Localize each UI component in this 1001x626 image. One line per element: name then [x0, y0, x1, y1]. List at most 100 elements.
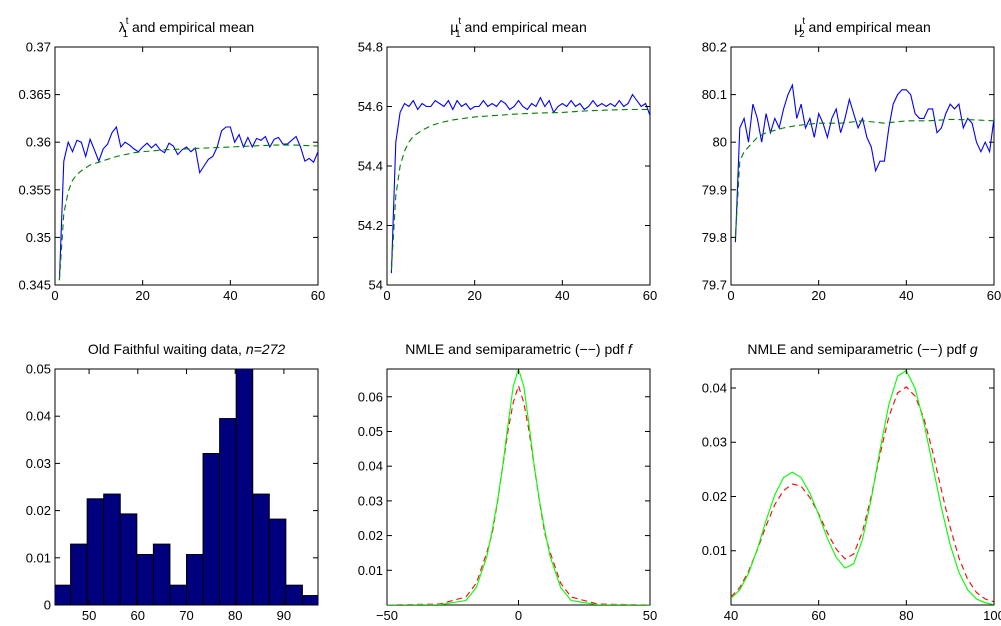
- x-tick-label: 0: [51, 288, 58, 303]
- y-tick-label: 0.355: [18, 182, 51, 197]
- y-tick-label: 0.04: [358, 459, 383, 474]
- histogram-bar: [152, 543, 171, 605]
- y-tick-label: 0.36: [26, 135, 51, 150]
- x-tick-label: −50: [376, 608, 398, 623]
- plot-area: [731, 369, 994, 605]
- x-tick-label: 0: [727, 288, 734, 303]
- axes-box: [730, 46, 995, 286]
- histogram-bar: [119, 513, 138, 605]
- chart-title: μt 2 and empirical mean: [794, 16, 930, 40]
- histogram-bar: [301, 595, 318, 605]
- histogram-bar: [219, 418, 237, 605]
- histogram-bar: [55, 584, 72, 605]
- y-tick-label: 0.345: [18, 278, 51, 293]
- x-tick-label: 60: [311, 288, 325, 303]
- y-tick-label: 0.04: [26, 409, 51, 424]
- y-tick-label: 0.06: [358, 389, 383, 404]
- chart-panel-1: 0 20 40 60 0.345 0.35 0.355 0.36 0.365 0.37 λt 1 an…: [18, 16, 325, 303]
- y-tick-label: 79.7: [702, 278, 727, 293]
- x-tick-label: 70: [179, 608, 193, 623]
- y-tick-label: 0.03: [702, 435, 727, 450]
- chart-title: NMLE and semiparametric (−−) pdf g: [747, 341, 978, 357]
- histogram-bar: [202, 452, 221, 605]
- histogram-bar: [70, 543, 88, 605]
- axes-box: [54, 46, 319, 286]
- histogram-bar: [235, 369, 254, 605]
- y-tick-label: 0.365: [18, 87, 51, 102]
- y-tick-label: 80: [713, 135, 727, 150]
- chart-title: μt 1 and empirical mean: [450, 16, 586, 40]
- y-tick-label: 54.6: [358, 99, 383, 114]
- chart-panel-6: 40 60 80 100 0.01 0.02 0.03 0.04 NMLE and semipa…: [702, 341, 1001, 623]
- plot-area: [58, 125, 318, 281]
- x-tick-label: 20: [467, 288, 481, 303]
- chart-panel-3: 0 20 40 60 79.7 79.8 79.9 80 80.1 80.2 μt 2 and emp…: [702, 16, 1001, 303]
- x-tick-label: 0: [515, 608, 522, 623]
- y-tick-label: 0.35: [26, 230, 51, 245]
- histogram-bar: [103, 493, 121, 605]
- y-tick-label: 79.9: [702, 182, 727, 197]
- chart-panel-5: −50 0 50 0.01 0.02 0.03 0.04 0.05 0.06 NMLE and s…: [358, 341, 658, 623]
- histogram-bar: [252, 493, 270, 605]
- x-tick-label: 40: [555, 288, 569, 303]
- y-tick-label: 80.2: [702, 40, 727, 55]
- series-line-1: [734, 83, 994, 243]
- axes-box: [386, 46, 651, 286]
- series-line-1: [390, 93, 650, 274]
- x-tick-label: 80: [899, 608, 913, 623]
- histogram-bar: [136, 553, 154, 605]
- series-line-2: [734, 118, 994, 238]
- axes-box: [386, 368, 651, 606]
- x-tick-label: 20: [135, 288, 149, 303]
- chart-title: NMLE and semiparametric (−−) pdf f: [405, 341, 634, 357]
- series-line-2: [58, 144, 318, 281]
- x-tick-label: 60: [643, 288, 657, 303]
- y-tick-label: 0.01: [26, 550, 51, 565]
- y-tick-label: 0.04: [702, 380, 727, 395]
- chart-title: λt 1 and empirical mean: [119, 16, 254, 40]
- series-line-2: [390, 108, 650, 271]
- y-tick-label: 0.05: [358, 424, 383, 439]
- histogram-bar: [285, 584, 303, 605]
- x-tick-label: 60: [987, 288, 1001, 303]
- histogram-bar: [169, 584, 187, 605]
- y-tick-label: 80.1: [702, 87, 727, 102]
- y-tick-label: 0.05: [26, 362, 51, 377]
- x-tick-label: 20: [811, 288, 825, 303]
- x-tick-label: 0: [383, 288, 390, 303]
- histogram-bar: [86, 498, 105, 605]
- plot-area: [387, 369, 650, 605]
- x-tick-label: 40: [899, 288, 913, 303]
- y-tick-label: 0.03: [358, 493, 383, 508]
- y-tick-label: 54.4: [358, 159, 383, 174]
- y-tick-label: 0.01: [358, 563, 383, 578]
- y-tick-label: 0.03: [26, 456, 51, 471]
- x-tick-label: 60: [811, 608, 825, 623]
- x-tick-label: 50: [643, 608, 657, 623]
- y-tick-label: 54.8: [358, 40, 383, 55]
- plot-area: [390, 93, 650, 274]
- y-tick-label: 0.02: [358, 528, 383, 543]
- x-tick-label: 60: [131, 608, 145, 623]
- y-tick-label: 79.8: [702, 230, 727, 245]
- y-tick-label: 0.37: [26, 40, 51, 55]
- y-tick-label: 54.2: [358, 218, 383, 233]
- y-tick-label: 54: [369, 278, 383, 293]
- series-line-2: [731, 369, 994, 605]
- x-tick-label: 40: [724, 608, 738, 623]
- x-tick-label: 50: [82, 608, 96, 623]
- x-tick-label: 80: [228, 608, 242, 623]
- y-tick-label: 0.02: [26, 503, 51, 518]
- x-tick-label: 90: [277, 608, 291, 623]
- chart-title: Old Faithful waiting data, n=272: [88, 341, 286, 357]
- histogram-bar: [186, 553, 204, 605]
- chart-panel-4: 50 60 70 80 90 0 0.01 0.02 0.03 0.04 0.05 Old Faith…: [26, 341, 319, 623]
- series-line-1: [731, 386, 994, 603]
- plot-area: [734, 83, 994, 243]
- y-tick-label: 0.01: [702, 543, 727, 558]
- y-tick-label: 0: [44, 598, 51, 613]
- y-tick-label: 0.02: [702, 489, 727, 504]
- plot-area: [55, 369, 318, 605]
- series-line-2: [387, 369, 650, 605]
